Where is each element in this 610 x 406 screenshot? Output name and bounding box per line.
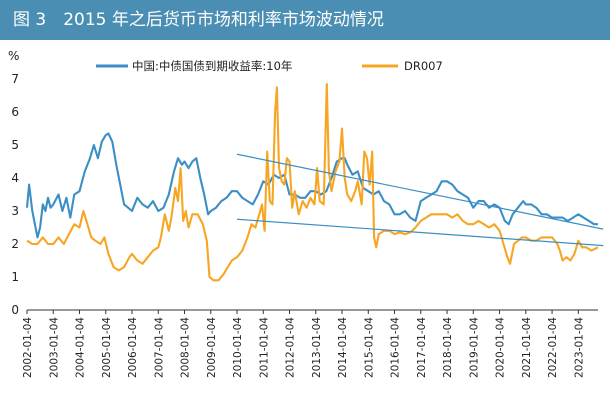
x-axis-ticks: 2002-01-04 2003-01-04 2004-01-04 2005-01-04… bbox=[22, 310, 585, 378]
legend: 中国:中债国债到期收益率:10年 DR007 bbox=[96, 59, 443, 73]
y-tick-label: 0 bbox=[11, 303, 19, 317]
trendline-1 bbox=[236, 153, 604, 230]
x-tick-label: 2006-01-04 bbox=[127, 317, 139, 378]
x-tick-label: 2005-01-04 bbox=[101, 317, 113, 378]
trendlines bbox=[236, 153, 604, 247]
y-axis-label: % bbox=[8, 49, 19, 63]
legend-label: 中国:中债国债到期收益率:10年 bbox=[132, 59, 292, 73]
figure-header: 图 3 2015 年之后货币市场和利率市场波动情况 bbox=[0, 0, 610, 40]
x-tick-label: 2004-01-04 bbox=[75, 317, 87, 378]
x-tick-label: 2015-01-04 bbox=[363, 317, 375, 378]
x-tick-label: 2016-01-04 bbox=[390, 317, 402, 378]
y-tick-label: 3 bbox=[11, 204, 19, 218]
x-tick-label: 2020-01-04 bbox=[495, 317, 507, 378]
y-axis-ticks: 0 1 2 3 4 5 6 7 bbox=[11, 72, 19, 317]
y-tick-label: 5 bbox=[11, 138, 19, 152]
x-tick-label: 2009-01-04 bbox=[206, 317, 218, 378]
legend-label: DR007 bbox=[404, 59, 443, 73]
x-tick-label: 2018-01-04 bbox=[442, 317, 454, 378]
series-lines bbox=[25, 82, 599, 282]
x-tick-label: 2013-01-04 bbox=[311, 317, 323, 378]
x-tick-label: 2012-01-04 bbox=[285, 317, 297, 378]
x-tick-label: 2008-01-04 bbox=[180, 317, 192, 378]
x-tick-label: 2011-01-04 bbox=[258, 317, 270, 378]
x-tick-label: 2014-01-04 bbox=[337, 317, 349, 378]
y-tick-label: 4 bbox=[11, 171, 19, 185]
y-tick-label: 2 bbox=[11, 237, 19, 251]
figure-title: 图 3 2015 年之后货币市场和利率市场波动情况 bbox=[13, 10, 384, 30]
x-tick-label: 2010-01-04 bbox=[232, 317, 244, 378]
x-tick-label: 2002-01-04 bbox=[22, 317, 34, 378]
x-tick-label: 2021-01-04 bbox=[521, 317, 533, 378]
trendline-2 bbox=[236, 218, 604, 247]
series-line-dr007 bbox=[26, 82, 599, 282]
y-tick-label: 7 bbox=[11, 72, 19, 86]
y-tick-label: 1 bbox=[11, 270, 19, 284]
line-chart: % 0 1 2 3 4 5 6 7 2002-01-04 2003-01-04 2004-01-0… bbox=[8, 49, 604, 378]
x-tick-label: 2022-01-04 bbox=[547, 317, 559, 378]
x-tick-label: 2003-01-04 bbox=[48, 317, 60, 378]
x-tick-label: 2017-01-04 bbox=[416, 317, 428, 378]
x-tick-label: 2019-01-04 bbox=[468, 317, 480, 378]
series-line-bond-yield bbox=[25, 132, 598, 239]
x-tick-label: 2007-01-04 bbox=[153, 317, 165, 378]
y-tick-label: 6 bbox=[11, 105, 19, 119]
x-tick-label: 2023-01-04 bbox=[573, 317, 585, 378]
